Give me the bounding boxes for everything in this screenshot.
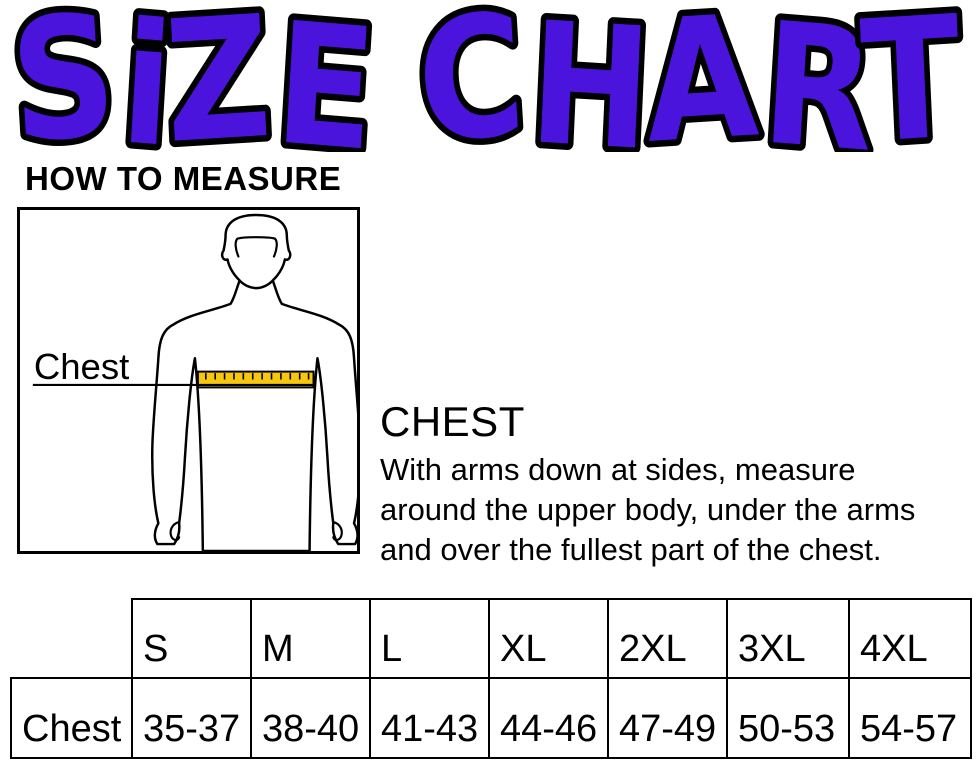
chest-value-cell: 44-46 (488, 677, 609, 759)
chest-instructions-line: With arms down at sides, measure (380, 452, 856, 487)
chest-instructions: With arms down at sides, measure around … (380, 450, 915, 570)
size-column-header: L (369, 598, 490, 679)
page-title: SiZE CHART (4, 0, 965, 152)
how-to-measure-heading: HOW TO MEASURE (25, 160, 342, 197)
size-table-header-row: S M L XL 2XL 3XL 4XL (11, 598, 972, 679)
left-hand-detail (169, 521, 181, 542)
size-chart-title-art: SiZE CHART (0, 0, 971, 152)
tape-tick-marks (205, 373, 310, 380)
chest-value-cell: 38-40 (250, 677, 371, 759)
size-column-header: S (131, 598, 252, 679)
hairline-detail (234, 236, 278, 258)
chest-instructions-line: and over the fullest part of the chest. (380, 532, 882, 567)
chest-diagram-label: Chest (34, 346, 129, 387)
measuring-tape (196, 370, 315, 389)
size-column-header: 2XL (607, 598, 728, 679)
head-outline (220, 213, 292, 290)
chest-value-cell: 47-49 (607, 677, 728, 759)
chest-section-heading: CHEST (380, 398, 525, 445)
body-outline (151, 279, 357, 551)
chest-measurements-row: Chest 35-37 38-40 41-43 44-46 47-49 50-5… (10, 677, 972, 759)
chest-instructions-line: around the upper body, under the arms (380, 492, 916, 527)
measurement-diagram-box: Chest (17, 207, 360, 554)
chest-value-cell: 54-57 (848, 677, 972, 759)
chest-row-label: Chest (10, 677, 133, 759)
size-column-header: XL (488, 598, 609, 679)
chest-value-cell: 50-53 (726, 677, 850, 759)
chest-value-cell: 41-43 (369, 677, 490, 759)
size-column-header: 3XL (726, 598, 850, 679)
chest-value-cell: 35-37 (131, 677, 252, 759)
right-hand-detail (332, 521, 343, 542)
body-figure-illustration: Chest (32, 213, 357, 551)
size-column-header: M (250, 598, 371, 679)
size-table: S M L XL 2XL 3XL 4XL Chest 35-37 38-40 4… (10, 598, 972, 759)
size-column-header: 4XL (848, 598, 972, 679)
table-corner-spacer (11, 599, 132, 678)
